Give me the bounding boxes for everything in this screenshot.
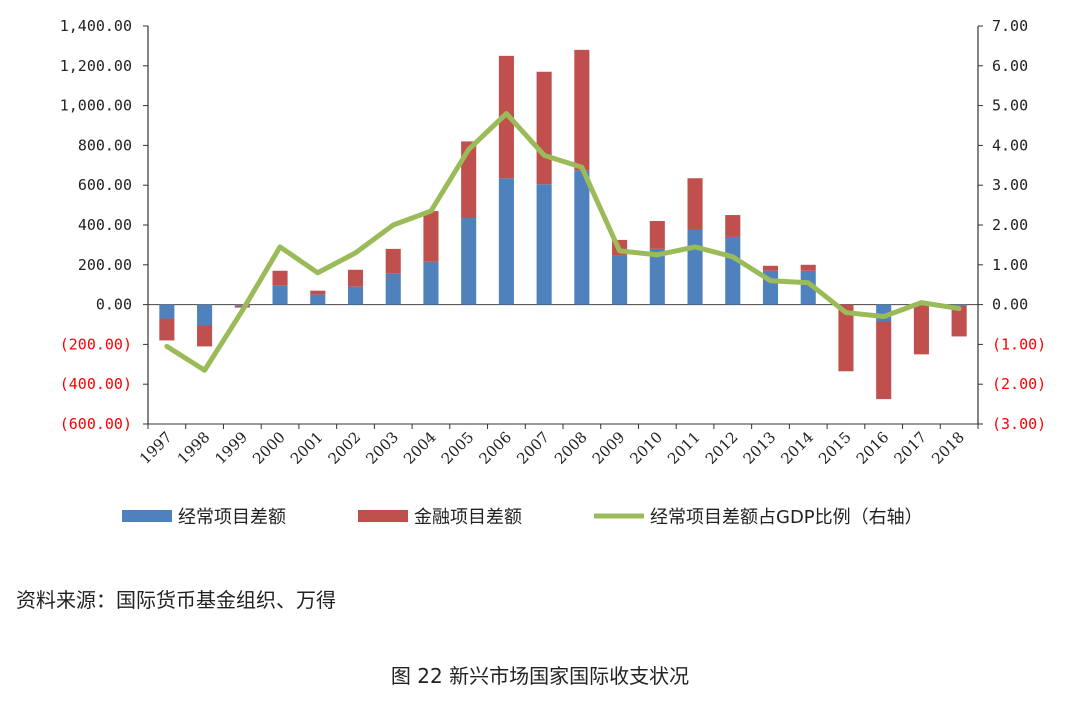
bar-current-account bbox=[498, 178, 514, 305]
legend-swatch-financial-account bbox=[358, 510, 408, 522]
bar-financial-account bbox=[687, 178, 703, 230]
bar-current-account bbox=[234, 304, 250, 306]
bars bbox=[159, 49, 967, 400]
bar-financial-account bbox=[876, 321, 892, 400]
bar-current-account bbox=[461, 218, 477, 305]
bar-current-account bbox=[725, 236, 741, 305]
x-tick-label: 2004 bbox=[400, 428, 440, 468]
legend-label-current-account: 经常项目差额 bbox=[178, 507, 286, 528]
bar-current-account bbox=[649, 248, 665, 305]
bar-current-account bbox=[347, 286, 364, 305]
x-tick-label: 2002 bbox=[325, 428, 365, 468]
right-tick-label: 0.00 bbox=[992, 296, 1028, 314]
bar-current-account bbox=[423, 261, 439, 305]
legend-label-gdp-ratio: 经常项目差额占GDP比例（右轴） bbox=[650, 507, 923, 528]
right-tick-label: 2.00 bbox=[992, 216, 1028, 234]
right-tick-label: 6.00 bbox=[992, 57, 1028, 75]
bar-current-account bbox=[272, 285, 288, 305]
gdp-ratio-line bbox=[164, 111, 962, 373]
right-tick-label: 1.00 bbox=[992, 256, 1028, 274]
source-note: 资料来源：国际货币基金组织、万得 bbox=[16, 588, 336, 612]
chart: (600.00) (400.00) (200.00) 0.00 200.00 400.00… bbox=[60, 17, 1046, 528]
left-tick-label: 200.00 bbox=[78, 256, 132, 274]
bar-current-account bbox=[536, 184, 552, 305]
bar-current-account bbox=[159, 304, 175, 319]
x-tick-label: 1997 bbox=[136, 428, 176, 468]
bar-financial-account bbox=[461, 141, 477, 219]
bar-financial-account bbox=[574, 49, 590, 171]
left-tick-label: 1,400.00 bbox=[60, 17, 132, 35]
bar-financial-account bbox=[913, 304, 929, 355]
right-tick-label: (3.00) bbox=[992, 415, 1046, 433]
right-tick-label: 3.00 bbox=[992, 176, 1028, 194]
bar-financial-account bbox=[310, 290, 326, 295]
right-tick-label: (1.00) bbox=[992, 335, 1046, 353]
x-tick-label: 2001 bbox=[287, 428, 327, 468]
x-tick-label: 2011 bbox=[664, 428, 704, 468]
right-tick-label: 4.00 bbox=[992, 136, 1028, 154]
bar-financial-account bbox=[762, 265, 779, 271]
bar-financial-account bbox=[423, 211, 439, 262]
x-tick-label: 2000 bbox=[249, 428, 289, 468]
left-tick-label: 0.00 bbox=[96, 296, 132, 314]
bar-financial-account bbox=[951, 305, 967, 337]
x-tick-label: 2015 bbox=[815, 428, 855, 468]
x-tick-label: 2008 bbox=[551, 428, 591, 468]
bar-current-account bbox=[951, 304, 967, 306]
left-tick-label: 1,000.00 bbox=[60, 97, 132, 115]
x-tick-label: 2017 bbox=[891, 428, 931, 468]
legend-swatch-current-account bbox=[122, 510, 172, 522]
x-tick-label: 2018 bbox=[928, 428, 968, 468]
bar-financial-account bbox=[385, 248, 401, 274]
x-tick-label: 2005 bbox=[438, 428, 478, 468]
figure-caption: 图 22 新兴市场国家国际收支状况 bbox=[390, 664, 690, 688]
right-tick-label: 5.00 bbox=[992, 97, 1028, 115]
x-tick-label: 1998 bbox=[174, 428, 214, 468]
left-tick-label: (200.00) bbox=[60, 335, 132, 353]
bar-current-account bbox=[612, 255, 628, 305]
bar-financial-account bbox=[725, 215, 741, 237]
x-tick-label: 2006 bbox=[476, 428, 516, 468]
bar-current-account bbox=[687, 229, 703, 305]
left-tick-label: (400.00) bbox=[60, 375, 132, 393]
bar-financial-account bbox=[800, 264, 816, 271]
bar-financial-account bbox=[197, 325, 213, 347]
bar-current-account bbox=[800, 270, 816, 305]
bar-current-account bbox=[385, 273, 401, 305]
x-tick-label: 2012 bbox=[702, 428, 742, 468]
bar-financial-account bbox=[536, 71, 552, 185]
x-tick-label: 2010 bbox=[626, 428, 666, 468]
x-tick-label: 2003 bbox=[362, 428, 402, 468]
left-tick-label: 800.00 bbox=[78, 136, 132, 154]
legend: 经常项目差额 金融项目差额 经常项目差额占GDP比例（右轴） bbox=[122, 507, 923, 528]
bar-financial-account bbox=[649, 221, 665, 249]
x-tick-label: 2009 bbox=[589, 428, 629, 468]
bar-financial-account bbox=[272, 270, 288, 286]
right-tick-label: 7.00 bbox=[992, 17, 1028, 35]
axes: (600.00) (400.00) (200.00) 0.00 200.00 400.00… bbox=[60, 17, 1046, 468]
bar-financial-account bbox=[347, 269, 364, 287]
bar-financial-account bbox=[838, 304, 854, 372]
bar-current-account bbox=[310, 294, 326, 305]
x-tick-label: 2007 bbox=[513, 428, 553, 468]
legend-label-financial-account: 金融项目差额 bbox=[414, 507, 522, 528]
left-tick-label: 600.00 bbox=[78, 176, 132, 194]
bar-current-account bbox=[197, 304, 213, 326]
x-tick-label: 1999 bbox=[211, 428, 251, 468]
x-tick-label: 2014 bbox=[777, 428, 817, 468]
bar-current-account bbox=[574, 170, 590, 305]
left-tick-label: (600.00) bbox=[60, 415, 132, 433]
right-tick-label: (2.00) bbox=[992, 375, 1046, 393]
bar-financial-account bbox=[159, 318, 175, 341]
left-tick-label: 1,200.00 bbox=[60, 57, 132, 75]
gdp-ratio-polyline bbox=[164, 111, 962, 373]
x-tick-label: 2016 bbox=[853, 428, 893, 468]
left-tick-label: 400.00 bbox=[78, 216, 132, 234]
x-tick-label: 2013 bbox=[740, 428, 780, 468]
